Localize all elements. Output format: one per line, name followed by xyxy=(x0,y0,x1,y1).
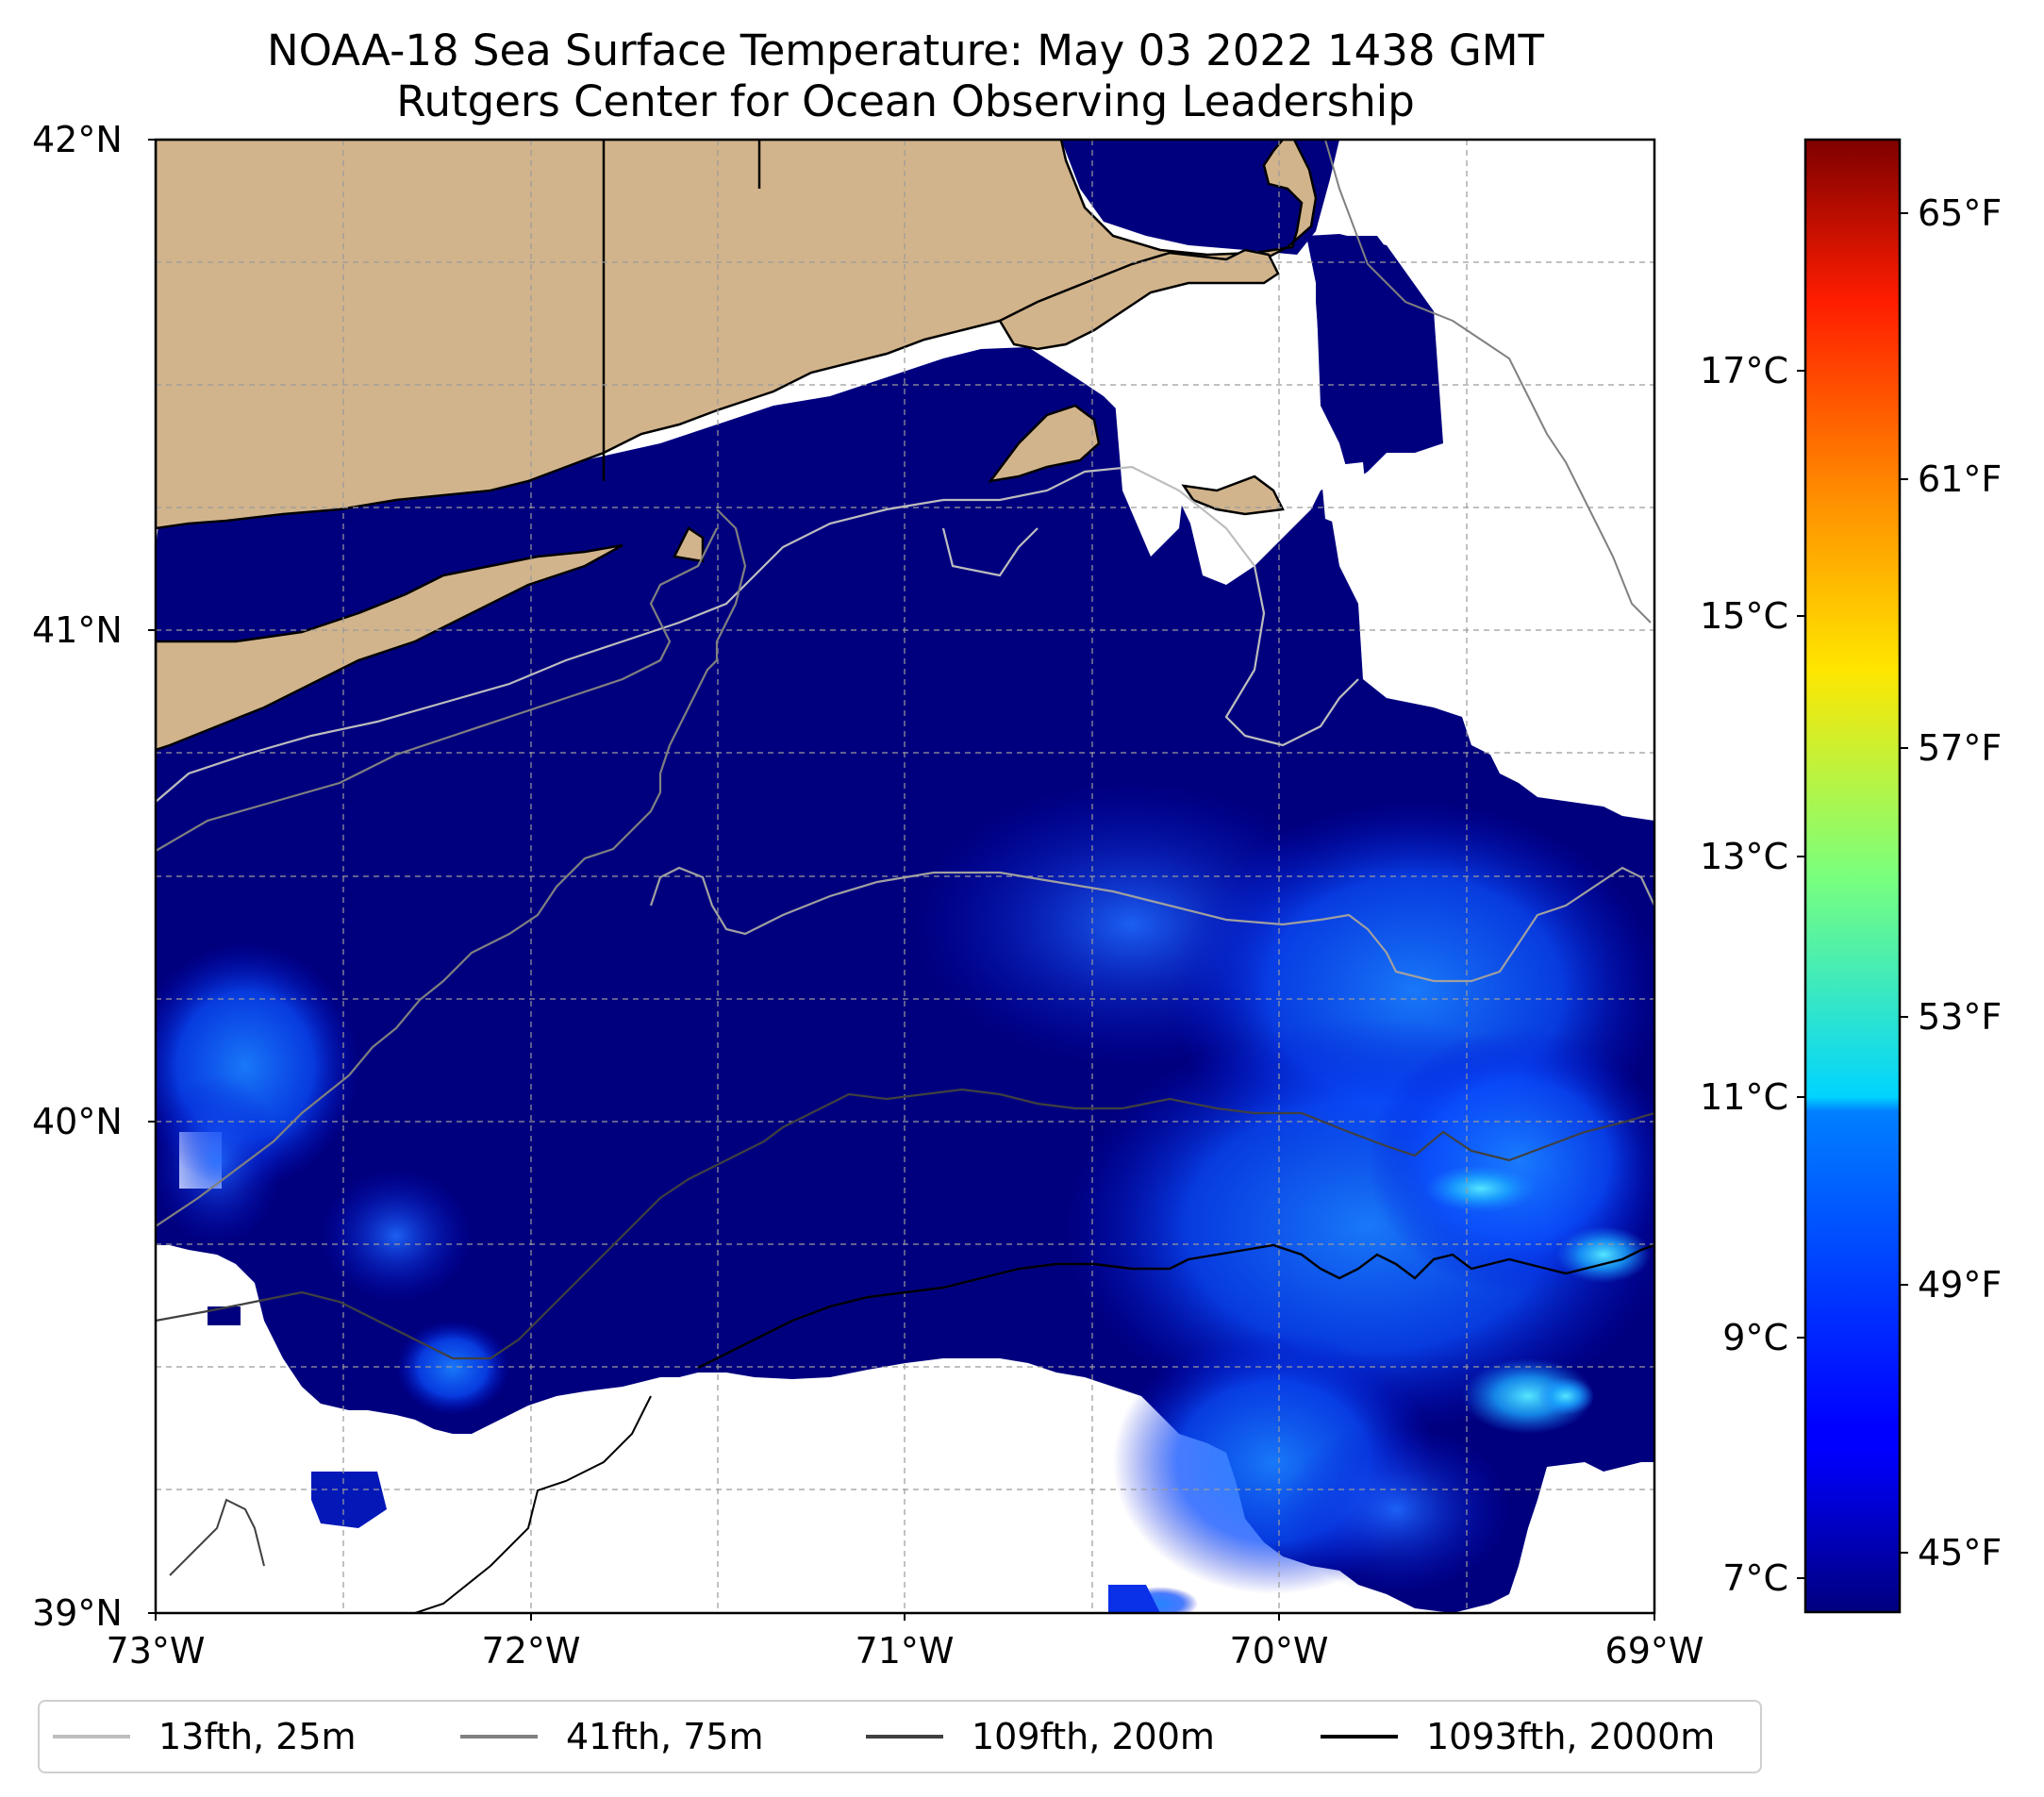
legend-item: 109fth, 200m xyxy=(866,1702,1215,1772)
contour-25m xyxy=(941,527,1039,577)
legend-swatch xyxy=(53,1735,130,1739)
colorbar-fahrenheit-label: 45°F xyxy=(1918,1532,2002,1573)
contour-75m xyxy=(1324,140,1652,624)
lon-label: 69°W xyxy=(1604,1630,1704,1672)
legend-swatch xyxy=(866,1735,943,1739)
contour-2000m-canyon xyxy=(414,1395,652,1613)
legend-swatch xyxy=(1321,1735,1398,1739)
legend-item: 13fth, 25m xyxy=(53,1702,357,1772)
contour-200m xyxy=(156,1088,1654,1360)
lat-label: 40°N xyxy=(32,1101,123,1142)
cloud-gap xyxy=(1113,373,1193,557)
legend-label: 13fth, 25m xyxy=(158,1716,357,1757)
legend-label: 41fth, 75m xyxy=(566,1716,764,1757)
sst-patch xyxy=(311,1472,387,1528)
lon-label: 70°W xyxy=(1229,1630,1329,1672)
lat-label: 42°N xyxy=(32,119,123,160)
land-cape-cod xyxy=(998,248,1280,351)
colorbar-celsius-label: 17°C xyxy=(1700,350,1788,391)
colorbar-ticks xyxy=(1797,212,1908,1579)
lon-label: 71°W xyxy=(855,1630,955,1672)
legend-swatch xyxy=(460,1735,538,1739)
colorbar-fahrenheit-label: 53°F xyxy=(1918,996,2002,1038)
land-long-island xyxy=(156,543,623,752)
axis-ticks xyxy=(148,139,1655,1621)
contour-75m-shelf xyxy=(649,866,1654,983)
lon-label: 73°W xyxy=(106,1630,206,1672)
title-line-2: Rutgers Center for Ocean Observing Leade… xyxy=(396,76,1415,126)
colorbar-celsius-label: 15°C xyxy=(1700,595,1788,637)
colorbar-fahrenheit-label: 49°F xyxy=(1918,1264,2002,1306)
sst-patch xyxy=(1108,1585,1160,1613)
bathymetry-contours xyxy=(156,140,1654,1613)
lat-label: 41°N xyxy=(32,609,123,651)
colorbar-celsius-label: 9°C xyxy=(1722,1317,1788,1358)
lon-label: 72°W xyxy=(481,1630,581,1672)
contour-2000m-canyon xyxy=(169,1498,265,1576)
colorbar-celsius-label: 7°C xyxy=(1722,1557,1788,1599)
contour-2000m xyxy=(697,1243,1654,1370)
colorbar-celsius-label: 11°C xyxy=(1700,1076,1788,1118)
land-marthas-vineyard xyxy=(988,404,1101,483)
sst-patch xyxy=(208,1306,241,1325)
legend-item: 1093fth, 2000m xyxy=(1321,1702,1715,1772)
legend-label: 1093fth, 2000m xyxy=(1426,1716,1716,1757)
legend: 13fth, 25m 41fth, 75m 109fth, 200m 1093f… xyxy=(38,1700,1762,1773)
colorbar-fahrenheit-label: 65°F xyxy=(1918,192,2002,234)
lat-label: 39°N xyxy=(32,1592,123,1634)
map-content xyxy=(156,140,1654,1613)
map-grid xyxy=(156,140,1654,1613)
legend-item: 41fth, 75m xyxy=(460,1702,764,1772)
contour-75m xyxy=(156,508,747,1227)
colorbar-celsius-label: 13°C xyxy=(1700,836,1788,877)
contour-25m xyxy=(156,465,1359,803)
sst-cold-water-region xyxy=(1316,236,1443,453)
colorbar-fahrenheit-label: 61°F xyxy=(1918,458,2002,500)
title-line-1: NOAA-18 Sea Surface Temperature: May 03 … xyxy=(266,25,1545,75)
land-nantucket xyxy=(1181,474,1285,516)
land-block-island xyxy=(673,526,705,563)
cloud-gap xyxy=(1321,462,1368,528)
colorbar-fahrenheit-label: 57°F xyxy=(1918,727,2002,769)
contour-75m xyxy=(156,527,718,852)
legend-label: 109fth, 200m xyxy=(972,1716,1215,1757)
colorbar xyxy=(1803,138,1902,1614)
